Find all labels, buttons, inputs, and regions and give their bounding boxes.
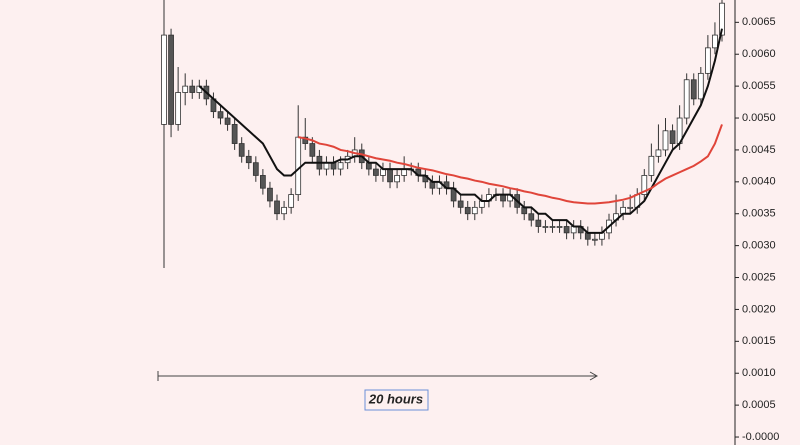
candle-body: [563, 226, 570, 234]
candle-body: [641, 175, 648, 195]
candle-body: [252, 162, 259, 176]
candle-body: [648, 155, 655, 176]
candle-body: [373, 168, 379, 176]
candle-body: [705, 47, 711, 74]
candle-body: [669, 130, 676, 144]
candle-body: [464, 206, 471, 215]
candle-body: [556, 226, 563, 228]
candle-body: [245, 155, 252, 164]
candle-body: [662, 130, 669, 151]
candle-body: [182, 85, 189, 93]
candle-body: [288, 194, 295, 208]
candle-body: [231, 124, 238, 144]
candle-body: [528, 213, 535, 221]
candle-body: [719, 2, 725, 36]
candle-body: [337, 162, 344, 170]
candle-body: [217, 111, 224, 119]
candle-body: [224, 117, 231, 125]
candle-body: [175, 92, 181, 125]
candle-body: [281, 206, 287, 215]
candle-body: [274, 200, 280, 215]
candle-body: [471, 206, 478, 215]
candle-body: [683, 79, 690, 119]
candle-body: [260, 175, 266, 189]
y-tick-label: 0.0045: [742, 144, 776, 156]
measure-arrow: [589, 371, 599, 381]
y-tick-label: 0.0055: [742, 80, 776, 92]
candle-body: [697, 72, 704, 100]
annotation: 20 hours: [368, 391, 423, 406]
y-tick-label: 0.0010: [742, 367, 776, 379]
y-tick-label: 0.0050: [742, 112, 776, 124]
moving-average: [198, 28, 723, 234]
candle-body: [627, 206, 634, 209]
y-tick-label: 0.0015: [742, 335, 776, 347]
y-tick-label: 0.0060: [742, 48, 776, 60]
candle-body: [267, 187, 273, 202]
y-tick-label: 0.0005: [742, 399, 776, 411]
candle-body: [535, 219, 542, 227]
candle-body: [591, 238, 598, 241]
y-tick-label: 0.0065: [742, 16, 776, 28]
candle-body: [394, 175, 400, 183]
candle-body: [295, 136, 302, 195]
candle-body: [387, 168, 393, 183]
candle-body: [542, 226, 549, 228]
moving-average: [298, 124, 723, 205]
candle-body: [655, 149, 662, 157]
candle-body: [309, 143, 316, 157]
candle-body: [549, 226, 556, 228]
candle-body: [712, 34, 718, 49]
y-tick-label: 0.0030: [742, 240, 776, 252]
annotation-box: [364, 389, 429, 411]
candle-body: [690, 79, 697, 100]
y-tick-label: 0.0020: [742, 303, 776, 315]
y-tick-label: 0.0025: [742, 271, 776, 283]
y-tick-label: -0.0000: [742, 431, 779, 443]
candle-body: [189, 85, 196, 93]
candle-body: [238, 143, 245, 157]
candle-body: [168, 34, 174, 125]
y-tick-label: 0.0035: [742, 208, 776, 220]
candle-body: [302, 136, 309, 144]
candle-body: [457, 200, 464, 208]
y-tick-label: 0.0040: [742, 176, 776, 188]
candle-body: [161, 34, 167, 125]
